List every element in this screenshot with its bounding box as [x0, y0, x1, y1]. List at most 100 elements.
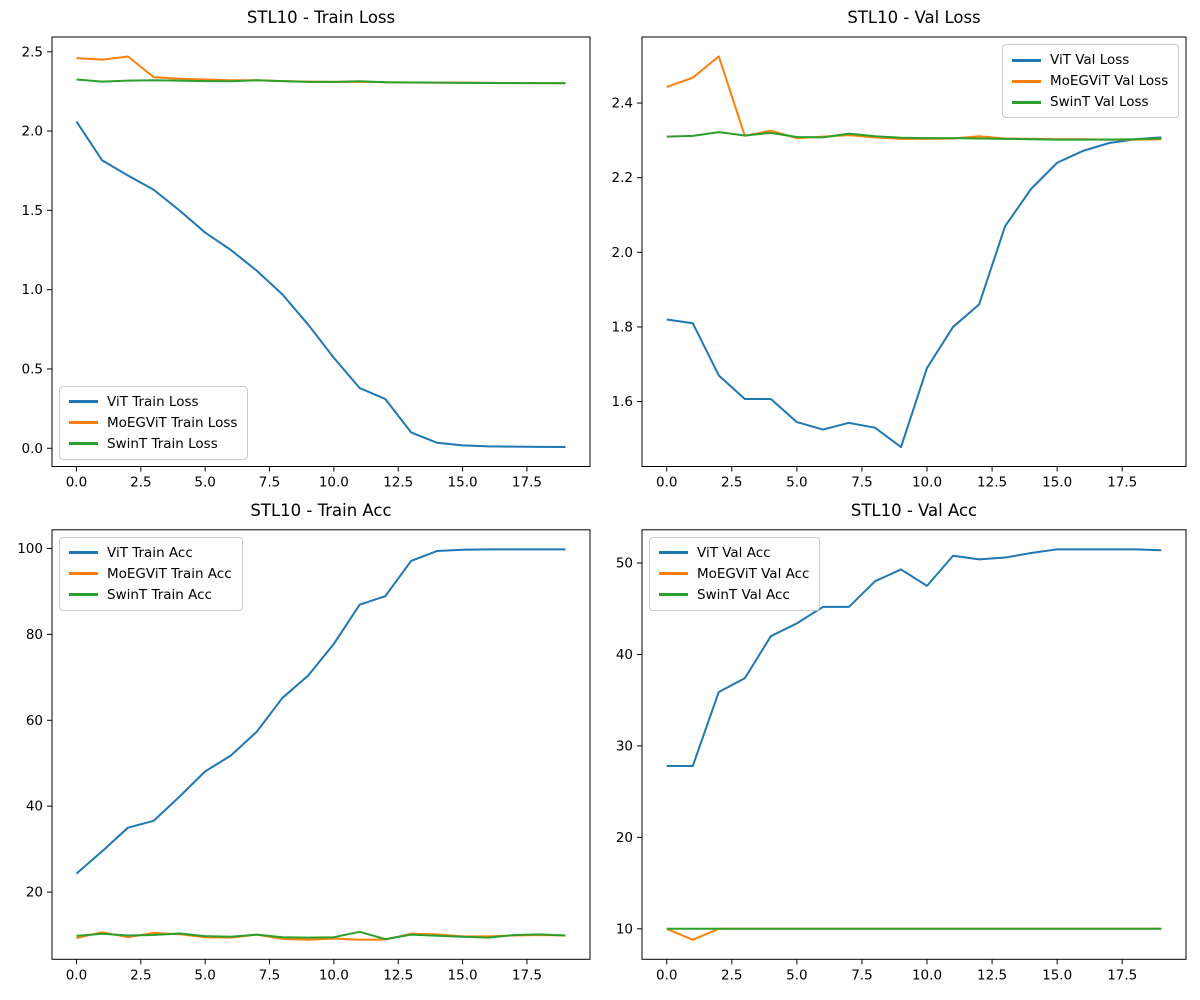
y-tick-label: 40 — [616, 647, 633, 663]
subplot-title-train-acc: STL10 - Train Acc — [250, 500, 392, 520]
legend-label: MoEGViT Val Acc — [697, 565, 810, 582]
x-tick-label: 15.0 — [448, 475, 478, 491]
x-tick-label: 15.0 — [1042, 967, 1072, 983]
legend-entry: ViT Train Loss — [69, 394, 237, 410]
legend-entry: MoEGViT Train Acc — [69, 566, 232, 582]
series-line-train-loss-moegvit — [76, 55, 566, 85]
series-line-train-acc-vit — [75, 548, 566, 875]
legend-train-acc: ViT Train Acc MoEGViT Train Acc SwinT Trai… — [59, 536, 243, 611]
legend-line-sample-vit — [69, 400, 98, 403]
x-tick-label: 12.5 — [977, 475, 1007, 491]
legend-label: SwinT Val Loss — [1050, 94, 1149, 110]
y-tick-label: 30 — [616, 738, 633, 754]
legend-label: ViT Train Acc — [107, 544, 193, 561]
x-tick-label: 10.0 — [319, 475, 349, 491]
subplot-val-loss: 0.0 2.5 5.0 7.5 10.0 12.5 15.0 17.5 1.6 1.8 2.0 2.2… — [612, 36, 1187, 491]
series-line-val-loss-vit — [666, 136, 1162, 449]
legend-entry: SwinT Val Acc — [659, 587, 809, 603]
y-tick-label: 2.4 — [612, 96, 633, 112]
legend-label: MoEGViT Train Loss — [107, 414, 238, 431]
legend-line-sample-swint — [659, 593, 688, 597]
legend-label: ViT Val Loss — [1050, 52, 1130, 68]
x-tick-label: 12.5 — [383, 475, 413, 491]
legend-label: MoEGViT Val Loss — [1050, 73, 1169, 89]
axes-box-train-acc — [51, 529, 591, 960]
x-tick-label: 7.5 — [259, 475, 280, 491]
legend-entry: MoEGViT Val Loss — [1012, 73, 1168, 89]
x-tick-label: 12.5 — [977, 967, 1007, 983]
y-tick-label: 40 — [26, 799, 43, 815]
x-tick-label: 0.0 — [66, 475, 87, 491]
x-tick-label: 17.5 — [512, 475, 542, 491]
y-tick-label: 80 — [26, 627, 43, 643]
legend-line-sample-swint — [69, 593, 98, 597]
y-tick-label: 0.5 — [22, 361, 43, 377]
series-line-val-acc-vit — [666, 548, 1162, 768]
x-tick-label: 15.0 — [448, 967, 478, 983]
legend-entry: MoEGViT Val Acc — [659, 566, 809, 582]
axes-box-val-acc — [641, 529, 1187, 960]
legend-val-acc: ViT Val Acc MoEGViT Val Acc SwinT Val Acc — [649, 536, 821, 611]
x-tick-label: 5.0 — [786, 475, 807, 491]
legend-line-sample-moegvit — [69, 572, 98, 576]
legend-line-sample-vit — [659, 551, 688, 555]
legend-label: SwinT Val Acc — [697, 586, 790, 603]
legend-label: ViT Train Loss — [107, 393, 199, 410]
legend-entry: MoEGViT Train Loss — [69, 415, 237, 431]
subplot-val-acc: 0.0 2.5 5.0 7.5 10.0 12.5 15.0 17.5 10 20 30 40 50 — [616, 529, 1187, 983]
y-tick-label: 1.6 — [612, 394, 633, 410]
y-tick-label: 10 — [616, 921, 633, 937]
legend-line-sample-swint — [1012, 100, 1041, 104]
subplot-train-loss: 0.0 2.5 5.0 7.5 10.0 12.5 15.0 17.5 0.0 0.5 1.0 1.5… — [22, 36, 591, 491]
x-tick-label: 10.0 — [912, 967, 942, 983]
y-tick-label: 1.8 — [612, 319, 633, 335]
y-tick-label: 2.0 — [612, 245, 633, 261]
x-tick-label: 0.0 — [66, 967, 87, 983]
y-tick-label: 20 — [26, 885, 43, 901]
series-line-val-acc-moegvit — [666, 927, 1162, 941]
y-tick-label: 50 — [616, 556, 633, 572]
x-tick-label: 5.0 — [194, 475, 215, 491]
x-tick-label: 5.0 — [194, 967, 215, 983]
subplot-title-val-acc: STL10 - Val Acc — [850, 500, 978, 520]
legend-line-sample-moegvit — [1012, 79, 1041, 83]
x-tick-label: 17.5 — [512, 967, 542, 983]
y-tick-label: 1.0 — [22, 282, 43, 298]
legend-entry: SwinT Train Acc — [69, 587, 232, 603]
legend-line-sample-vit — [1012, 58, 1041, 62]
legend-line-sample-swint — [69, 442, 98, 445]
y-tick-label: 2.0 — [22, 124, 43, 140]
series-line-train-acc-moegvit — [76, 931, 566, 941]
legend-line-sample-moegvit — [659, 572, 688, 576]
legend-train-loss: ViT Train Loss MoEGViT Train Loss SwinT Tr… — [59, 385, 249, 460]
x-tick-label: 17.5 — [1107, 475, 1137, 491]
y-tick-label: 60 — [26, 713, 43, 729]
legend-val-loss: ViT Val Loss MoEGViT Val Loss SwinT Val Lo… — [1002, 44, 1180, 118]
legend-label: MoEGViT Train Acc — [107, 565, 232, 582]
series-line-train-loss-swint — [76, 78, 566, 85]
subplot-title-train-loss: STL10 - Train Loss — [246, 8, 396, 27]
legend-entry: ViT Val Loss — [1012, 52, 1168, 68]
axes-box-val-loss — [641, 36, 1187, 467]
x-tick-label: 0.0 — [656, 475, 677, 491]
x-tick-label: 2.5 — [130, 475, 151, 491]
x-tick-label: 10.0 — [319, 967, 349, 983]
legend-entry: ViT Train Acc — [69, 545, 232, 561]
y-tick-label: 20 — [616, 830, 633, 846]
legend-label: SwinT Train Loss — [107, 435, 218, 452]
x-tick-label: 12.5 — [383, 967, 413, 983]
y-tick-label: 0.0 — [22, 441, 43, 457]
x-tick-label: 0.0 — [656, 967, 677, 983]
series-line-train-acc-swint — [76, 930, 566, 941]
axes-box-train-loss — [51, 36, 591, 467]
x-tick-label: 7.5 — [851, 475, 872, 491]
series-line-train-loss-vit — [75, 120, 566, 448]
legend-line-sample-moegvit — [69, 421, 98, 424]
x-tick-label: 10.0 — [912, 475, 942, 491]
y-tick-label: 2.5 — [22, 44, 43, 60]
legend-entry: ViT Val Acc — [659, 545, 809, 561]
y-tick-label: 100 — [17, 541, 43, 557]
x-tick-label: 7.5 — [851, 967, 872, 983]
legend-entry: SwinT Val Loss — [1012, 94, 1168, 110]
